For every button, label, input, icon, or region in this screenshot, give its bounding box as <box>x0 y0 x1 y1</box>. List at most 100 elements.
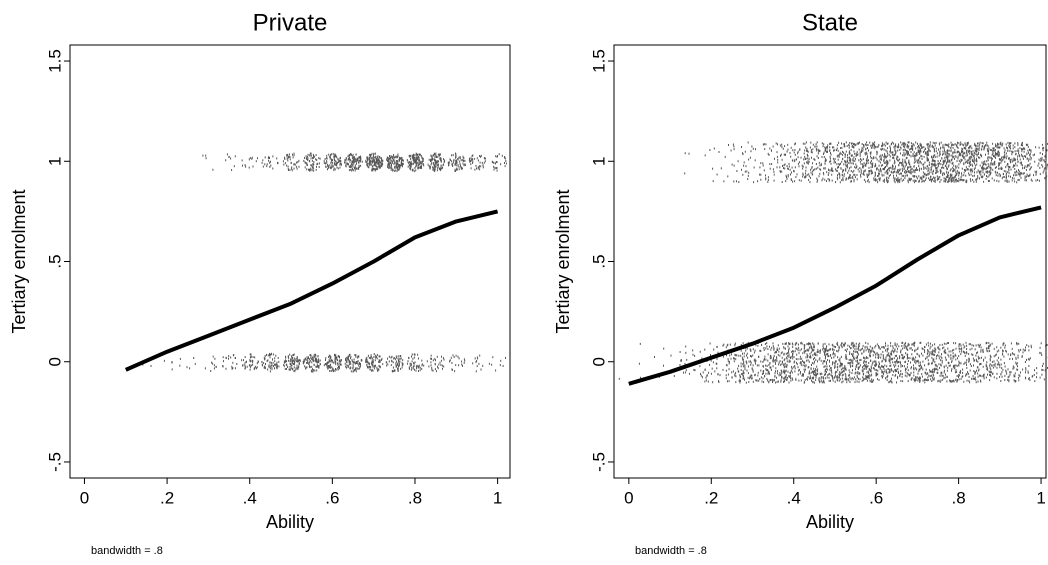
data-point <box>399 166 401 169</box>
data-point <box>870 159 872 162</box>
data-point <box>748 171 750 174</box>
data-point <box>968 165 970 168</box>
data-point <box>348 355 350 357</box>
data-point <box>827 144 829 147</box>
data-point <box>861 143 863 145</box>
data-point <box>744 364 746 367</box>
data-point <box>293 362 294 365</box>
data-point <box>878 379 880 381</box>
data-point <box>292 356 293 359</box>
data-point <box>863 144 865 147</box>
data-point <box>917 150 919 153</box>
data-point <box>823 167 825 170</box>
data-point <box>352 361 354 364</box>
data-point <box>793 151 795 154</box>
data-point <box>1009 145 1011 148</box>
data-point <box>812 370 814 373</box>
data-point <box>1004 179 1006 182</box>
data-point <box>723 343 725 346</box>
data-point <box>881 164 883 167</box>
data-point <box>812 348 814 351</box>
data-point <box>846 348 848 351</box>
data-point <box>983 180 985 183</box>
data-point <box>997 174 999 177</box>
data-point <box>408 162 410 164</box>
data-point <box>810 149 812 152</box>
data-point <box>925 177 927 180</box>
data-point <box>398 363 400 365</box>
data-point <box>806 157 808 160</box>
data-point <box>781 170 783 173</box>
data-point <box>780 379 782 382</box>
data-point <box>850 149 852 152</box>
data-point <box>357 362 359 365</box>
data-point <box>372 358 374 361</box>
data-point <box>876 153 878 156</box>
data-point <box>381 161 383 164</box>
data-point <box>742 173 744 176</box>
data-point <box>885 359 887 361</box>
data-point <box>663 364 664 367</box>
data-point <box>297 161 299 164</box>
data-point <box>205 157 207 160</box>
data-point <box>832 375 833 378</box>
data-point <box>875 164 877 167</box>
data-point <box>981 161 983 164</box>
data-point <box>1001 160 1003 162</box>
data-point <box>318 157 320 160</box>
data-point <box>923 175 925 178</box>
data-point <box>895 143 897 146</box>
data-point <box>929 179 931 182</box>
data-point <box>880 169 882 172</box>
data-point <box>379 355 381 358</box>
data-point <box>328 360 330 363</box>
data-point <box>840 162 841 165</box>
data-point <box>739 381 741 384</box>
data-point <box>305 155 307 158</box>
data-point <box>378 161 380 164</box>
data-point <box>420 165 422 168</box>
data-point <box>1026 153 1028 156</box>
data-point <box>370 354 372 357</box>
data-point <box>816 177 818 180</box>
data-point <box>317 360 319 363</box>
data-point <box>718 380 719 383</box>
data-point <box>480 154 482 157</box>
data-point <box>356 158 358 161</box>
data-point <box>865 375 867 378</box>
data-point <box>926 151 928 154</box>
data-point <box>803 158 805 161</box>
data-point <box>960 178 962 181</box>
data-point <box>863 367 865 370</box>
data-point <box>982 163 984 166</box>
data-point <box>371 363 373 366</box>
data-point <box>832 157 834 160</box>
data-point <box>775 370 776 373</box>
data-point <box>854 152 856 155</box>
data-point <box>851 377 853 380</box>
data-point <box>801 357 803 360</box>
data-point <box>836 341 838 344</box>
data-point <box>288 359 289 362</box>
data-point <box>1018 178 1020 181</box>
data-point <box>366 156 368 159</box>
data-point <box>858 347 859 350</box>
data-point <box>747 376 749 379</box>
data-point <box>243 359 244 362</box>
data-point <box>250 355 252 358</box>
data-point <box>734 353 736 356</box>
data-point <box>379 161 381 164</box>
data-point <box>774 375 776 378</box>
data-point <box>952 169 954 172</box>
data-point <box>772 342 774 345</box>
data-point <box>800 363 802 366</box>
data-point <box>1002 156 1004 159</box>
data-point <box>663 347 665 350</box>
data-point <box>770 366 771 369</box>
data-point <box>918 165 920 168</box>
data-point <box>933 150 935 153</box>
data-point <box>835 161 836 164</box>
data-point <box>287 153 289 156</box>
data-point <box>421 156 423 159</box>
data-point <box>813 367 815 370</box>
